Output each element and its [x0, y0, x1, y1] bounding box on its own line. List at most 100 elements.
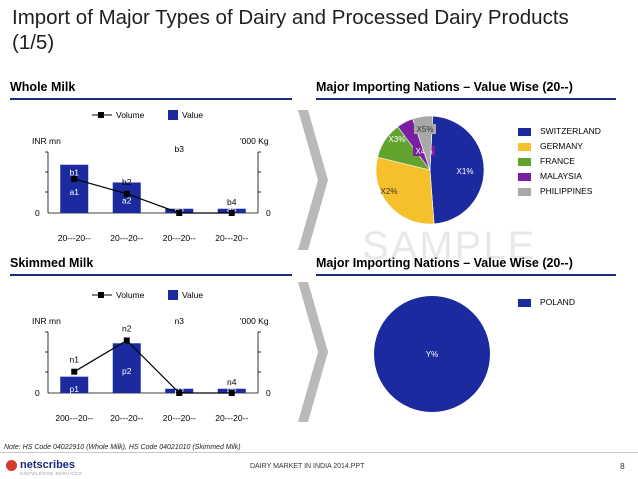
page-title: Import of Major Types of Dairy and Proce… — [12, 6, 569, 54]
volume-marker — [71, 175, 78, 182]
legend-value-label: Value — [182, 290, 203, 300]
volume-label: b4 — [227, 197, 237, 207]
bar-label: a4 — [227, 204, 237, 214]
legend-swatch — [518, 157, 531, 166]
legend-swatch — [518, 187, 531, 196]
bar — [112, 343, 141, 393]
volume-label: b2 — [122, 177, 132, 187]
section-header-pie1: Major Importing Nations – Value Wise (20… — [316, 78, 616, 100]
logo-tagline: KNOWLEDGE SERVICES — [20, 471, 83, 476]
legend-item: GERMANY — [518, 139, 601, 154]
legend-swatch — [518, 298, 531, 307]
chevron-arrow-icon — [298, 110, 328, 250]
y-tick-right: 0 — [266, 388, 271, 398]
legend-item: MALAYSIA — [518, 169, 601, 184]
logo-globe-icon — [6, 459, 17, 471]
legend-volume-marker — [98, 112, 104, 118]
volume-label: n1 — [70, 355, 80, 365]
legend-label: FRANCE — [540, 156, 575, 166]
legend-volume-marker — [98, 292, 104, 298]
x-tick-label: 20---20-- — [215, 413, 248, 423]
footnote: Note: HS Code 04022910 (Whole Milk), HS … — [4, 444, 241, 451]
footer-divider — [0, 452, 638, 453]
bar — [60, 376, 89, 393]
pie-slice-label: X3% — [389, 135, 406, 144]
volume-line — [74, 178, 232, 214]
volume-label: n2 — [122, 323, 132, 333]
volume-marker — [176, 390, 183, 396]
chevron-arrow-icon — [298, 282, 328, 422]
legend-swatch — [518, 172, 531, 181]
legend-item: POLAND — [518, 295, 575, 310]
legend-label: SWITZERLAND — [540, 126, 601, 136]
bar-label: a1 — [70, 187, 80, 197]
page-number: 8 — [620, 461, 625, 471]
legend-value-label: Value — [182, 110, 203, 120]
section-title-pie1: Major Importing Nations – Value Wise (20… — [316, 80, 573, 94]
bar-value-label: b1 — [70, 168, 80, 178]
legend-label: MALAYSIA — [540, 171, 582, 181]
volume-line — [73, 339, 232, 394]
section-title-skimmed-milk: Skimmed Milk — [10, 256, 94, 270]
y-tick-left: 0 — [35, 208, 40, 218]
pie-slice-label: Y% — [426, 350, 438, 359]
pie1-legend: SWITZERLAND GERMANY FRANCE MALAYSIA PHILIPPI… — [518, 124, 601, 199]
legend-volume-label: Volume — [116, 110, 145, 120]
pie-chart-1: X1%X2%X3%X4%X5% — [375, 115, 485, 225]
pie-slice-label: X5% — [417, 125, 434, 134]
volume-marker — [228, 210, 235, 216]
volume-marker — [71, 368, 78, 375]
volume-label: n3 — [175, 316, 185, 326]
pie-slice — [429, 115, 485, 225]
legend-item: SWITZERLAND — [518, 124, 601, 139]
skimmed-milk-chart: Volume Value INR mn '000 Kg 0 0 p1 200---20-- p2… — [32, 290, 271, 423]
legend-swatch — [518, 127, 531, 136]
section-header-skimmed-milk: Skimmed Milk — [10, 254, 292, 276]
legend-label: POLAND — [540, 297, 575, 307]
volume-marker — [176, 210, 183, 216]
section-header-whole-milk: Whole Milk — [10, 78, 292, 100]
y-axis-right-label: '000 Kg — [240, 316, 269, 326]
legend-item: PHILIPPINES — [518, 184, 601, 199]
section-title-whole-milk: Whole Milk — [10, 80, 76, 94]
x-tick-label: 20---20-- — [58, 233, 91, 243]
company-logo: netscribes KNOWLEDGE SERVICES — [6, 459, 82, 476]
y-axis-right-label: '000 Kg — [240, 136, 269, 146]
pie-slice-label: X1% — [457, 167, 474, 176]
footer-filename: DAIRY MARKET IN INDIA 2014.PPT — [250, 463, 365, 470]
bar-label: p2 — [122, 366, 132, 376]
legend-swatch — [518, 142, 531, 151]
pie-label-bg — [414, 124, 436, 134]
bar-label: p1 — [70, 384, 80, 394]
x-tick-label: 20---20-- — [215, 233, 248, 243]
y-tick-right: 0 — [266, 208, 271, 218]
x-tick-label: 20---20-- — [163, 233, 196, 243]
pie2-legend: POLAND — [518, 295, 575, 310]
legend-volume-label: Volume — [116, 290, 145, 300]
bar-label: a3 — [175, 204, 185, 214]
legend-label: GERMANY — [540, 141, 583, 151]
legend-value-swatch — [168, 290, 178, 300]
volume-marker — [123, 337, 130, 344]
pie-slice — [375, 156, 435, 225]
bar-label: a2 — [122, 196, 132, 206]
bar-label: p4 — [227, 384, 237, 394]
volume-label: b3 — [175, 144, 185, 154]
section-title-pie2: Major Importing Nations – Value Wise (20… — [316, 256, 573, 270]
pie-slice — [374, 296, 490, 412]
logo-text: netscribes — [20, 459, 76, 471]
x-tick-label: 20---20-- — [110, 413, 143, 423]
pie-chart-2: Y% — [374, 296, 490, 412]
x-tick-label: 20---20-- — [110, 233, 143, 243]
legend-label: PHILIPPINES — [540, 186, 593, 196]
legend-value-swatch — [168, 110, 178, 120]
volume-marker — [123, 190, 130, 197]
bar-label: p3 — [175, 384, 185, 394]
y-axis-left-label: INR mn — [32, 136, 61, 146]
x-tick-label: 200---20-- — [55, 413, 93, 423]
whole-milk-chart: Volume Value INR mn '000 Kg 0 0 a1 b1 20---20-- a… — [32, 110, 271, 243]
y-axis-left-label: INR mn — [32, 316, 61, 326]
bar — [60, 164, 89, 213]
pie-slice-label: X2% — [381, 187, 398, 196]
volume-marker — [228, 390, 235, 396]
